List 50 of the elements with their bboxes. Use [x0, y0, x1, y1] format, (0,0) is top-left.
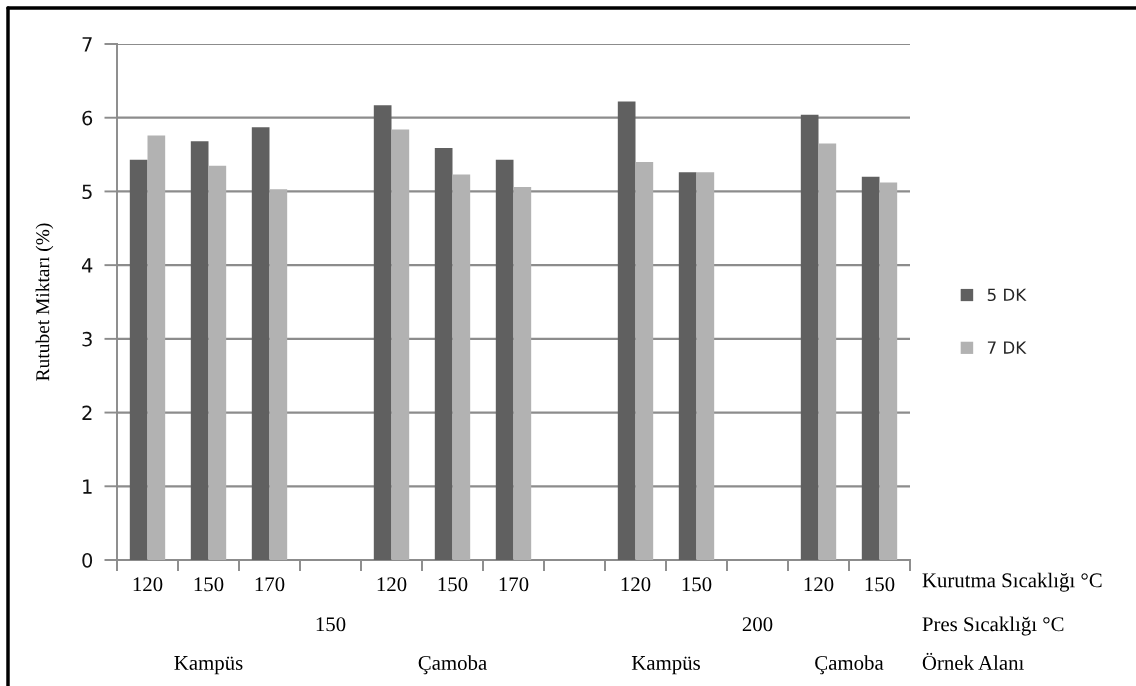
text: 200 [742, 617, 773, 632]
x-tick-label: 120 [621, 577, 651, 592]
x-tick-label: 170 [255, 577, 285, 592]
bar [269, 189, 288, 560]
y-tick-label: 2 [82, 405, 92, 420]
bar [251, 127, 270, 560]
text: Pres Sıcaklığı °C [922, 616, 1064, 636]
text: Çamoba [815, 655, 884, 675]
x-tick-label: 170 [499, 577, 529, 592]
y-tick-label: 1 [83, 479, 92, 494]
x-tick-label: 150 [194, 577, 224, 592]
x-tick-label: 120 [804, 577, 834, 592]
text: Çamoba [418, 655, 487, 675]
bar [208, 165, 227, 560]
text: Örnek Alanı [922, 652, 1024, 670]
bar [861, 176, 880, 560]
text: Kampüs [631, 656, 700, 675]
bar [452, 174, 471, 560]
legend-label: 7 DK [987, 341, 1027, 354]
bar [129, 159, 148, 560]
legend-label: 5 DK [987, 288, 1027, 302]
bar [147, 135, 166, 560]
text: Kampüs [174, 656, 243, 675]
bar [190, 141, 209, 560]
bar [617, 101, 636, 560]
y-tick-label: 0 [82, 552, 93, 568]
bar [391, 129, 410, 560]
y-tick-label: 6 [82, 110, 93, 126]
bar [800, 114, 819, 560]
bar [818, 143, 837, 560]
x-tick-label: 150 [865, 577, 895, 592]
y-tick-label: 7 [82, 37, 92, 52]
bar [635, 161, 654, 560]
bar [495, 159, 514, 560]
bar [513, 187, 532, 560]
bar [373, 105, 392, 560]
text: 150 [316, 617, 346, 632]
text: Kurutma Sıcaklığı °C [922, 572, 1102, 592]
bar [434, 147, 453, 560]
y-tick-label: 3 [82, 331, 92, 347]
x-tick-label: 150 [682, 577, 712, 592]
bar [696, 172, 715, 560]
x-tick-label: 150 [438, 577, 468, 592]
y-axis-title: Rutubet Miktarı (%) [35, 223, 54, 381]
y-tick-label: 4 [81, 258, 93, 273]
bar [879, 182, 898, 560]
x-tick-label: 120 [133, 577, 163, 592]
bar [678, 172, 697, 560]
y-tick-label: 5 [82, 184, 92, 200]
x-tick-label: 120 [377, 577, 407, 592]
